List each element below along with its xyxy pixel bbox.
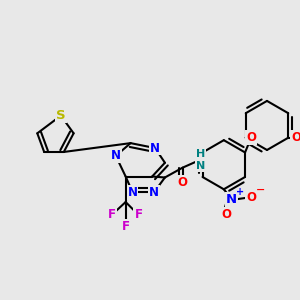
Text: O: O [291, 131, 300, 144]
Text: F: F [134, 208, 142, 221]
Text: N: N [149, 186, 159, 199]
Text: O: O [222, 208, 232, 221]
Text: O: O [246, 190, 256, 204]
Text: O: O [178, 176, 188, 189]
Text: −: − [255, 185, 265, 195]
Text: F: F [122, 220, 130, 233]
Text: F: F [108, 208, 116, 221]
Text: S: S [56, 109, 66, 122]
Text: O: O [246, 131, 256, 144]
Text: N: N [226, 193, 237, 206]
Text: N: N [150, 142, 160, 154]
Text: N: N [128, 186, 137, 199]
Text: H
N: H N [196, 149, 205, 171]
Text: +: + [236, 187, 244, 197]
Text: N: N [111, 149, 121, 162]
